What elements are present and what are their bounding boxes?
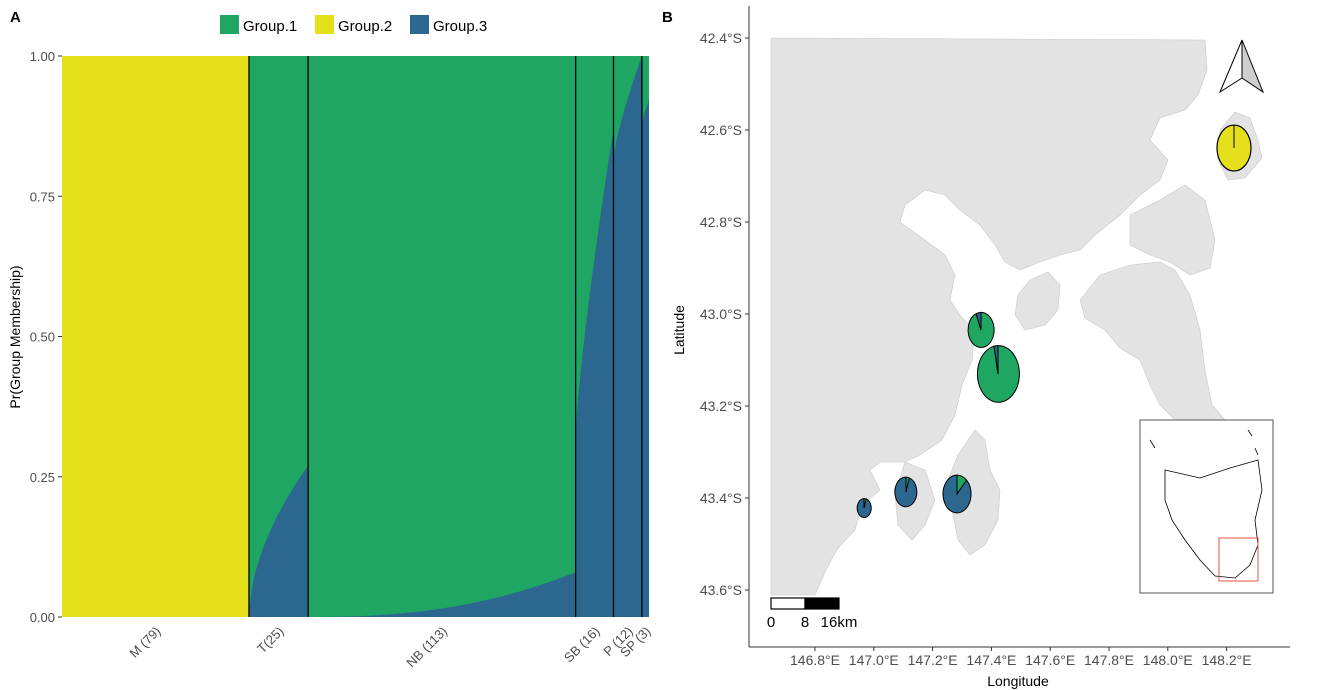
pie-slice bbox=[975, 311, 982, 331]
site-pie-3 bbox=[856, 498, 872, 518]
group3-area-3 bbox=[575, 128, 614, 617]
y-tick-label: 0.00 bbox=[30, 610, 55, 625]
x-tick-label-b: 148.0°E bbox=[1143, 652, 1193, 668]
x-tick-label-b: 148.2°E bbox=[1202, 652, 1252, 668]
island bbox=[1014, 271, 1061, 331]
x-tick-label: SB (16) bbox=[561, 624, 603, 666]
inset-extent-box bbox=[1218, 537, 1259, 582]
x-tick-label-b: 146.8°E bbox=[790, 652, 840, 668]
scale-bar-white bbox=[770, 597, 806, 610]
pie-slice bbox=[856, 498, 872, 518]
y-tick-label-b: 42.6°S bbox=[700, 122, 742, 138]
group3-area-2 bbox=[308, 572, 576, 617]
x-axis-title-b: Longitude bbox=[987, 673, 1049, 689]
scale-bar-label: 16km bbox=[821, 614, 858, 631]
structure-plot: M (79) T(25) NB (113) SB (16)P (12)SP (3)0.… bbox=[30, 49, 654, 670]
population-bar-0 bbox=[62, 56, 249, 617]
scale-bar-black bbox=[804, 597, 840, 610]
mainland bbox=[770, 37, 1208, 596]
scale-bar-label: 8 bbox=[801, 614, 809, 631]
scale-bar-label: 0 bbox=[767, 614, 775, 631]
site-pie-0 bbox=[1216, 124, 1252, 172]
group3-area-4 bbox=[613, 56, 642, 617]
peninsula bbox=[1079, 261, 1226, 431]
panel-label-a: A bbox=[10, 9, 21, 26]
population-bar-2 bbox=[308, 56, 576, 617]
group3-area-5 bbox=[641, 100, 649, 617]
east-coast bbox=[1129, 184, 1216, 276]
site-pie-5 bbox=[942, 474, 972, 514]
x-tick-label-b: 147.0°E bbox=[849, 652, 899, 668]
north-arrow-right bbox=[1241, 39, 1265, 94]
y-tick-label-b: 43.2°S bbox=[700, 398, 742, 414]
scale-bar: 0 8 16km bbox=[767, 597, 858, 631]
legend-label: Group.2 bbox=[338, 18, 392, 35]
map-panel: 146.8°E 147.0°E 147.2°E 147.4°E 147.6°E 147.8… bbox=[700, 6, 1290, 668]
y-tick-label-b: 42.4°S bbox=[700, 30, 742, 46]
site-pie-2 bbox=[976, 345, 1020, 403]
x-tick-label-b: 147.2°E bbox=[908, 652, 958, 668]
y-tick-label: 0.50 bbox=[30, 330, 55, 345]
y-tick-label: 0.25 bbox=[30, 470, 55, 485]
inset-map bbox=[1139, 419, 1274, 594]
x-tick-label-b: 147.8°E bbox=[1084, 652, 1134, 668]
pie-slice bbox=[993, 345, 999, 375]
y-tick-label-b: 43.0°S bbox=[700, 306, 742, 322]
y-axis-title-b: Latitude bbox=[671, 305, 687, 355]
x-tick-label: M (79) bbox=[126, 624, 163, 661]
y-tick-label-b: 42.8°S bbox=[700, 214, 742, 230]
x-tick-label: T(25) bbox=[254, 624, 287, 657]
x-tick-label-b: 147.6°E bbox=[1025, 652, 1075, 668]
legend-label: Group.1 bbox=[243, 18, 297, 35]
inset-islands bbox=[1149, 429, 1259, 456]
x-tick-label: NB (113) bbox=[403, 624, 450, 671]
panel-label-b: B bbox=[662, 9, 673, 26]
site-pie-1 bbox=[967, 311, 995, 348]
site-pie-4 bbox=[894, 476, 918, 508]
inset-tasmania bbox=[1164, 459, 1263, 579]
legend: Group.1 Group.2 Group.3 bbox=[220, 15, 487, 35]
legend-swatch bbox=[410, 15, 429, 34]
legend-swatch bbox=[220, 15, 239, 34]
y-tick-label: 0.75 bbox=[30, 189, 55, 204]
y-tick-label: 1.00 bbox=[30, 49, 55, 64]
x-tick-label-b: 147.4°E bbox=[966, 652, 1016, 668]
legend-label: Group.3 bbox=[433, 18, 487, 35]
group3-area-1 bbox=[248, 465, 309, 617]
north-arrow-left bbox=[1218, 39, 1243, 94]
y-axis-title-a: Pr(Group Membership) bbox=[7, 265, 23, 408]
north-arrow-icon bbox=[1218, 39, 1265, 94]
legend-swatch bbox=[315, 15, 334, 34]
y-tick-label-b: 43.4°S bbox=[700, 490, 742, 506]
y-tick-label-b: 43.6°S bbox=[700, 582, 742, 598]
